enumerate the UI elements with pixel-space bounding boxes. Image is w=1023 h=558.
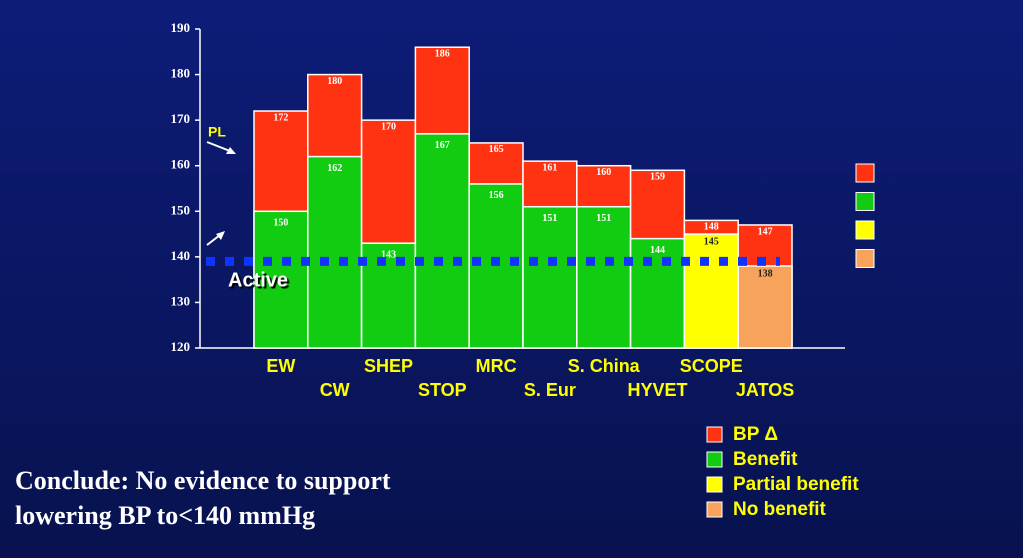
bar <box>522 205 578 349</box>
data-label: 150 <box>273 218 288 229</box>
bar <box>307 155 363 349</box>
x-tick-label: STOP <box>418 380 467 400</box>
y-tick-label: 130 <box>171 293 191 308</box>
data-label: 186 <box>435 49 450 60</box>
data-label: 159 <box>650 172 665 183</box>
data-label: 180 <box>327 76 342 87</box>
bar <box>629 237 686 349</box>
x-tick-label: SCOPE <box>680 356 743 376</box>
x-tick-label: HYVET <box>627 380 687 400</box>
data-label: 147 <box>758 226 773 237</box>
data-label: 151 <box>596 213 611 224</box>
y-tick-label: 120 <box>171 339 191 354</box>
data-label: 161 <box>542 162 557 173</box>
data-label: 151 <box>542 213 557 224</box>
bar <box>737 265 793 349</box>
y-tick-label: 180 <box>171 66 191 81</box>
y-tick-label: 170 <box>171 111 191 126</box>
legend-swatch <box>706 476 723 493</box>
x-tick-label: SHEP <box>364 356 413 376</box>
data-label: 148 <box>704 222 719 233</box>
annotation: PL <box>208 124 226 140</box>
x-tick-label: S. Eur <box>524 380 576 400</box>
data-label: 143 <box>381 249 396 260</box>
legend-swatch <box>855 163 875 183</box>
legend-label: No benefit <box>733 499 827 520</box>
conclusion: Conclude: No evidence to support <box>15 466 391 495</box>
y-tick-label: 160 <box>171 157 191 172</box>
data-label: 167 <box>435 140 450 151</box>
bar <box>468 183 524 349</box>
data-label: 145 <box>704 236 719 247</box>
x-tick-label: JATOS <box>736 380 794 400</box>
x-tick-label: MRC <box>476 356 517 376</box>
annotation: Active <box>228 269 288 291</box>
data-label: 162 <box>327 163 342 174</box>
bar <box>414 133 470 349</box>
conclusion: lowering BP to<140 mmHg <box>15 501 315 530</box>
data-label: 138 <box>758 268 773 279</box>
arrows <box>206 141 236 246</box>
legend-swatch <box>855 249 875 268</box>
bar <box>683 233 739 349</box>
legend-label: Benefit <box>733 449 798 470</box>
legend-swatch <box>855 220 875 240</box>
data-label: 170 <box>381 121 396 132</box>
data-label: 165 <box>489 144 504 155</box>
legend-label: Partial benefit <box>733 474 859 495</box>
x-tick-label: S. China <box>568 356 641 376</box>
data-label: 160 <box>596 167 611 178</box>
x-tick-label: EW <box>266 356 295 376</box>
y-tick-label: 190 <box>171 20 191 35</box>
bar <box>253 210 309 349</box>
data-label: 156 <box>489 190 504 201</box>
legend-swatch <box>706 451 723 468</box>
y-tick-label: 140 <box>171 248 191 263</box>
y-tick-label: 150 <box>171 202 191 217</box>
legend-swatch <box>855 192 875 211</box>
legend-swatch <box>706 426 723 443</box>
legend-label: BP Δ <box>733 424 778 445</box>
data-label: 144 <box>650 245 665 256</box>
legend-swatch <box>706 501 723 518</box>
x-tick-label: CW <box>320 380 350 400</box>
plot: 120 130 140 150 160 170 180 190 172 150 EW 180 162 CW… <box>171 20 845 400</box>
data-label: 172 <box>273 112 288 123</box>
bar <box>576 205 632 349</box>
